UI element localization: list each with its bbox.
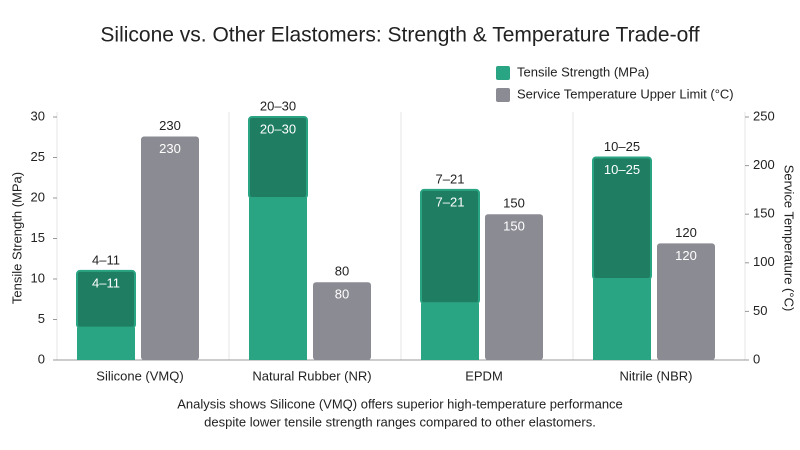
value-label-inner: 20–30 (260, 121, 296, 136)
bar-range (592, 156, 652, 280)
x-tick-label: Natural Rubber (NR) (252, 368, 371, 383)
bar-range (76, 269, 136, 329)
bar-base (593, 279, 651, 360)
y-tick-label: 15 (31, 230, 45, 245)
bar (657, 243, 715, 360)
chart-title: Silicone vs. Other Elastomers: Strength … (100, 24, 699, 47)
value-label-inner: 150 (503, 219, 525, 234)
caption: Analysis shows Silicone (VMQ) offers sup… (177, 396, 623, 411)
y2-axis-label: Service Temperature (°C) (782, 165, 797, 312)
y2-tick-label: 200 (753, 157, 775, 172)
value-label-inner: 4–11 (92, 275, 120, 290)
y2-tick-label: 50 (753, 303, 767, 318)
bar-range (420, 188, 480, 305)
y-tick-label: 5 (38, 311, 45, 326)
bar-range (248, 116, 308, 199)
caption: despite lower tensile strength ranges co… (204, 414, 596, 429)
value-label-inner: 80 (335, 287, 349, 302)
y2-tick-label: 250 (753, 108, 775, 123)
legend-swatch (496, 88, 510, 102)
value-label: 150 (503, 196, 525, 211)
value-label: 20–30 (260, 98, 296, 113)
y-tick-label: 10 (31, 270, 45, 285)
legend-label: Tensile Strength (MPa) (517, 64, 649, 79)
bar-base (77, 327, 135, 360)
x-tick-label: EPDM (465, 368, 503, 383)
value-label-inner: 7–21 (436, 194, 465, 209)
value-label-inner: 120 (675, 248, 697, 263)
bar (485, 214, 543, 360)
x-tick-label: Silicone (VMQ) (96, 368, 183, 383)
value-label-inner: 230 (159, 141, 181, 156)
x-tick-label: Nitrile (NBR) (620, 368, 693, 383)
bar-base (249, 198, 307, 360)
legend-label: Service Temperature Upper Limit (°C) (517, 86, 734, 101)
legend-swatch (496, 66, 510, 80)
y2-tick-label: 0 (753, 351, 760, 366)
bar (313, 282, 371, 360)
bar-base (421, 303, 479, 360)
value-label: 4–11 (92, 252, 120, 267)
value-label: 120 (675, 225, 697, 240)
value-label: 7–21 (436, 171, 465, 186)
y-tick-label: 30 (31, 108, 45, 123)
y-axis-label: Tensile Strength (MPa) (9, 172, 24, 304)
y2-tick-label: 100 (753, 254, 775, 269)
y-tick-label: 25 (31, 149, 45, 164)
value-label: 10–25 (604, 139, 640, 154)
y2-tick-label: 150 (753, 206, 775, 221)
value-label-inner: 10–25 (604, 162, 640, 177)
y-tick-label: 20 (31, 189, 45, 204)
bar (141, 136, 199, 360)
value-label: 80 (335, 264, 349, 279)
value-label: 230 (159, 118, 181, 133)
y-tick-label: 0 (38, 351, 45, 366)
